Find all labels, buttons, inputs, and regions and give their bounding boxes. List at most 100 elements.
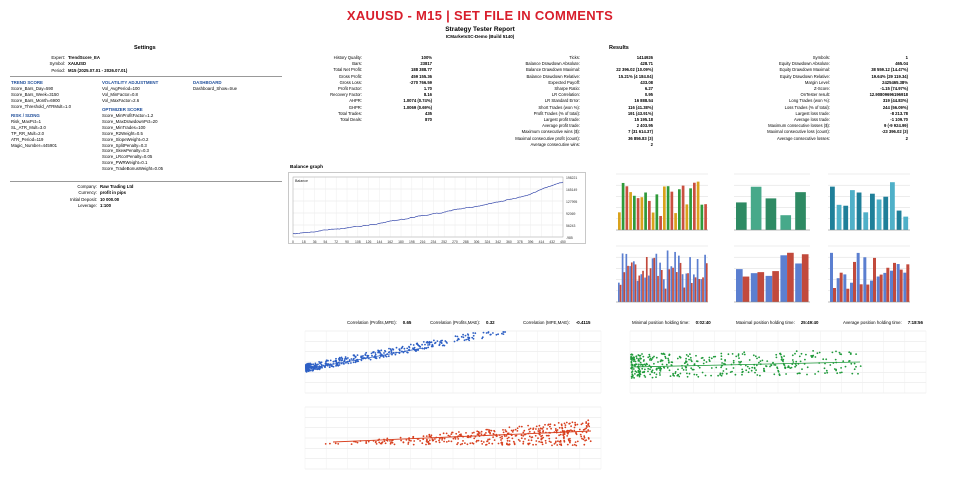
bar: [642, 270, 644, 302]
settings-key: Leverage:: [77, 203, 97, 209]
bar: [780, 255, 788, 302]
scatter-point: [441, 344, 444, 347]
scatter-point: [472, 332, 475, 334]
bar: [870, 193, 875, 230]
scatter-point: [370, 352, 373, 355]
bar: [876, 276, 880, 302]
scatter-point: [783, 363, 785, 366]
scatter-point: [715, 366, 718, 369]
scatter-point: [532, 428, 534, 431]
bar: [903, 216, 909, 230]
scatter-point: [677, 373, 679, 376]
scatter-point: [541, 434, 544, 437]
scatter-point: [388, 351, 391, 353]
scatter-point: [481, 337, 483, 340]
scatter-point: [763, 367, 765, 370]
x-tick-label: 378: [517, 240, 523, 244]
x-tick-label: 288: [463, 240, 469, 244]
bar: [883, 272, 887, 302]
result-key: Profit Factor:: [338, 86, 362, 92]
result-value: 1: [905, 55, 908, 60]
scatter-point: [369, 358, 372, 361]
result-key: Expected Payoff:: [548, 79, 580, 85]
scatter-point: [539, 427, 542, 430]
scatter-point: [555, 429, 557, 432]
scatter-point: [391, 348, 394, 350]
weekdays-profit-bar-chart: [734, 173, 810, 231]
group-title: RISK / SIZING: [11, 113, 40, 118]
scatter-point: [390, 440, 393, 442]
scatter-point: [330, 364, 333, 367]
scatter-point: [481, 443, 484, 445]
bar: [856, 252, 860, 302]
scatter-point: [653, 355, 655, 358]
scatter-point: [365, 441, 368, 443]
scatter-point: [500, 439, 502, 441]
scatter-point: [374, 441, 377, 444]
scatter-point: [429, 443, 431, 445]
scatter-point: [350, 443, 353, 445]
settings-group-trend: TREND SCORE Score_Bars_Day=590 Score_Bar…: [11, 80, 71, 110]
bar: [742, 276, 750, 302]
bar: [795, 192, 806, 230]
scatter-point: [329, 442, 331, 445]
bar: [649, 268, 652, 302]
result-row: Ticks: 1414926: [440, 55, 653, 61]
result-value: 8.16: [423, 92, 432, 98]
scatter-point: [574, 432, 577, 434]
scatter-point: [646, 363, 648, 366]
scatter-point: [354, 361, 357, 364]
settings-expert-row: Expert: TrendScore_EA: [10, 55, 127, 61]
result-value: 428.71: [640, 61, 653, 67]
scatter-point: [686, 375, 689, 378]
setting-line: ATR_Period=119: [11, 136, 44, 142]
settings-top: Expert: TrendScore_EA Symbol: XAUUSD Perio…: [10, 55, 127, 74]
bar: [672, 267, 674, 302]
scatter-point: [327, 363, 329, 365]
scatter-point: [422, 438, 425, 441]
scatter-point: [512, 429, 515, 432]
scatter-point: [317, 363, 319, 366]
scatter-point: [660, 352, 663, 355]
holding-value: 25:49:40: [800, 320, 819, 325]
result-value: 15.21% (4 184.04): [618, 73, 653, 79]
scatter-point: [440, 342, 443, 344]
scatter-point: [553, 443, 556, 445]
scatter-point: [516, 430, 519, 432]
scatter-point: [556, 429, 559, 431]
scatter-point: [456, 443, 458, 446]
settings-leverage-row: Leverage: 1:100: [52, 203, 133, 209]
scatter-point: [748, 359, 751, 361]
scatter-point: [549, 423, 552, 426]
scatter-point: [560, 424, 563, 427]
scatter-point: [487, 428, 489, 431]
settings-divider-top: [10, 76, 282, 77]
scatter-point: [825, 358, 828, 361]
scatter-point: [710, 374, 712, 377]
scatter-point: [644, 368, 646, 371]
scatter-point: [504, 429, 507, 431]
scatter-point: [635, 355, 638, 358]
scatter-point: [639, 370, 642, 373]
scatter-point: [324, 362, 327, 365]
result-key: History Quality:: [333, 55, 362, 60]
scatter-point: [695, 354, 697, 357]
scatter-point: [644, 376, 647, 378]
result-value: 22 396.02 (10.09%): [616, 67, 653, 73]
bar: [681, 274, 684, 302]
scatter-point: [407, 443, 410, 445]
scatter-point: [402, 441, 405, 444]
scatter-point: [725, 368, 728, 370]
scatter-point: [523, 429, 526, 432]
scatter-point: [777, 370, 780, 373]
scatter-point: [426, 340, 429, 343]
result-row: Total Net Profit: 188 388.77: [290, 67, 432, 73]
corr-label: Correlation (MFE,MAE):: [523, 320, 570, 325]
setting-line: Vol_MaxFactor=2.6: [102, 97, 140, 103]
bar: [705, 263, 708, 302]
scatter-point: [485, 332, 488, 334]
scatter-point: [538, 424, 541, 427]
result-key: Ticks:: [569, 55, 580, 60]
scatter-point: [428, 343, 431, 346]
result-key: AHPR:: [349, 98, 362, 104]
